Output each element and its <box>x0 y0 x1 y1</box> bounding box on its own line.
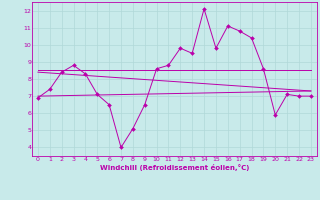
X-axis label: Windchill (Refroidissement éolien,°C): Windchill (Refroidissement éolien,°C) <box>100 164 249 171</box>
